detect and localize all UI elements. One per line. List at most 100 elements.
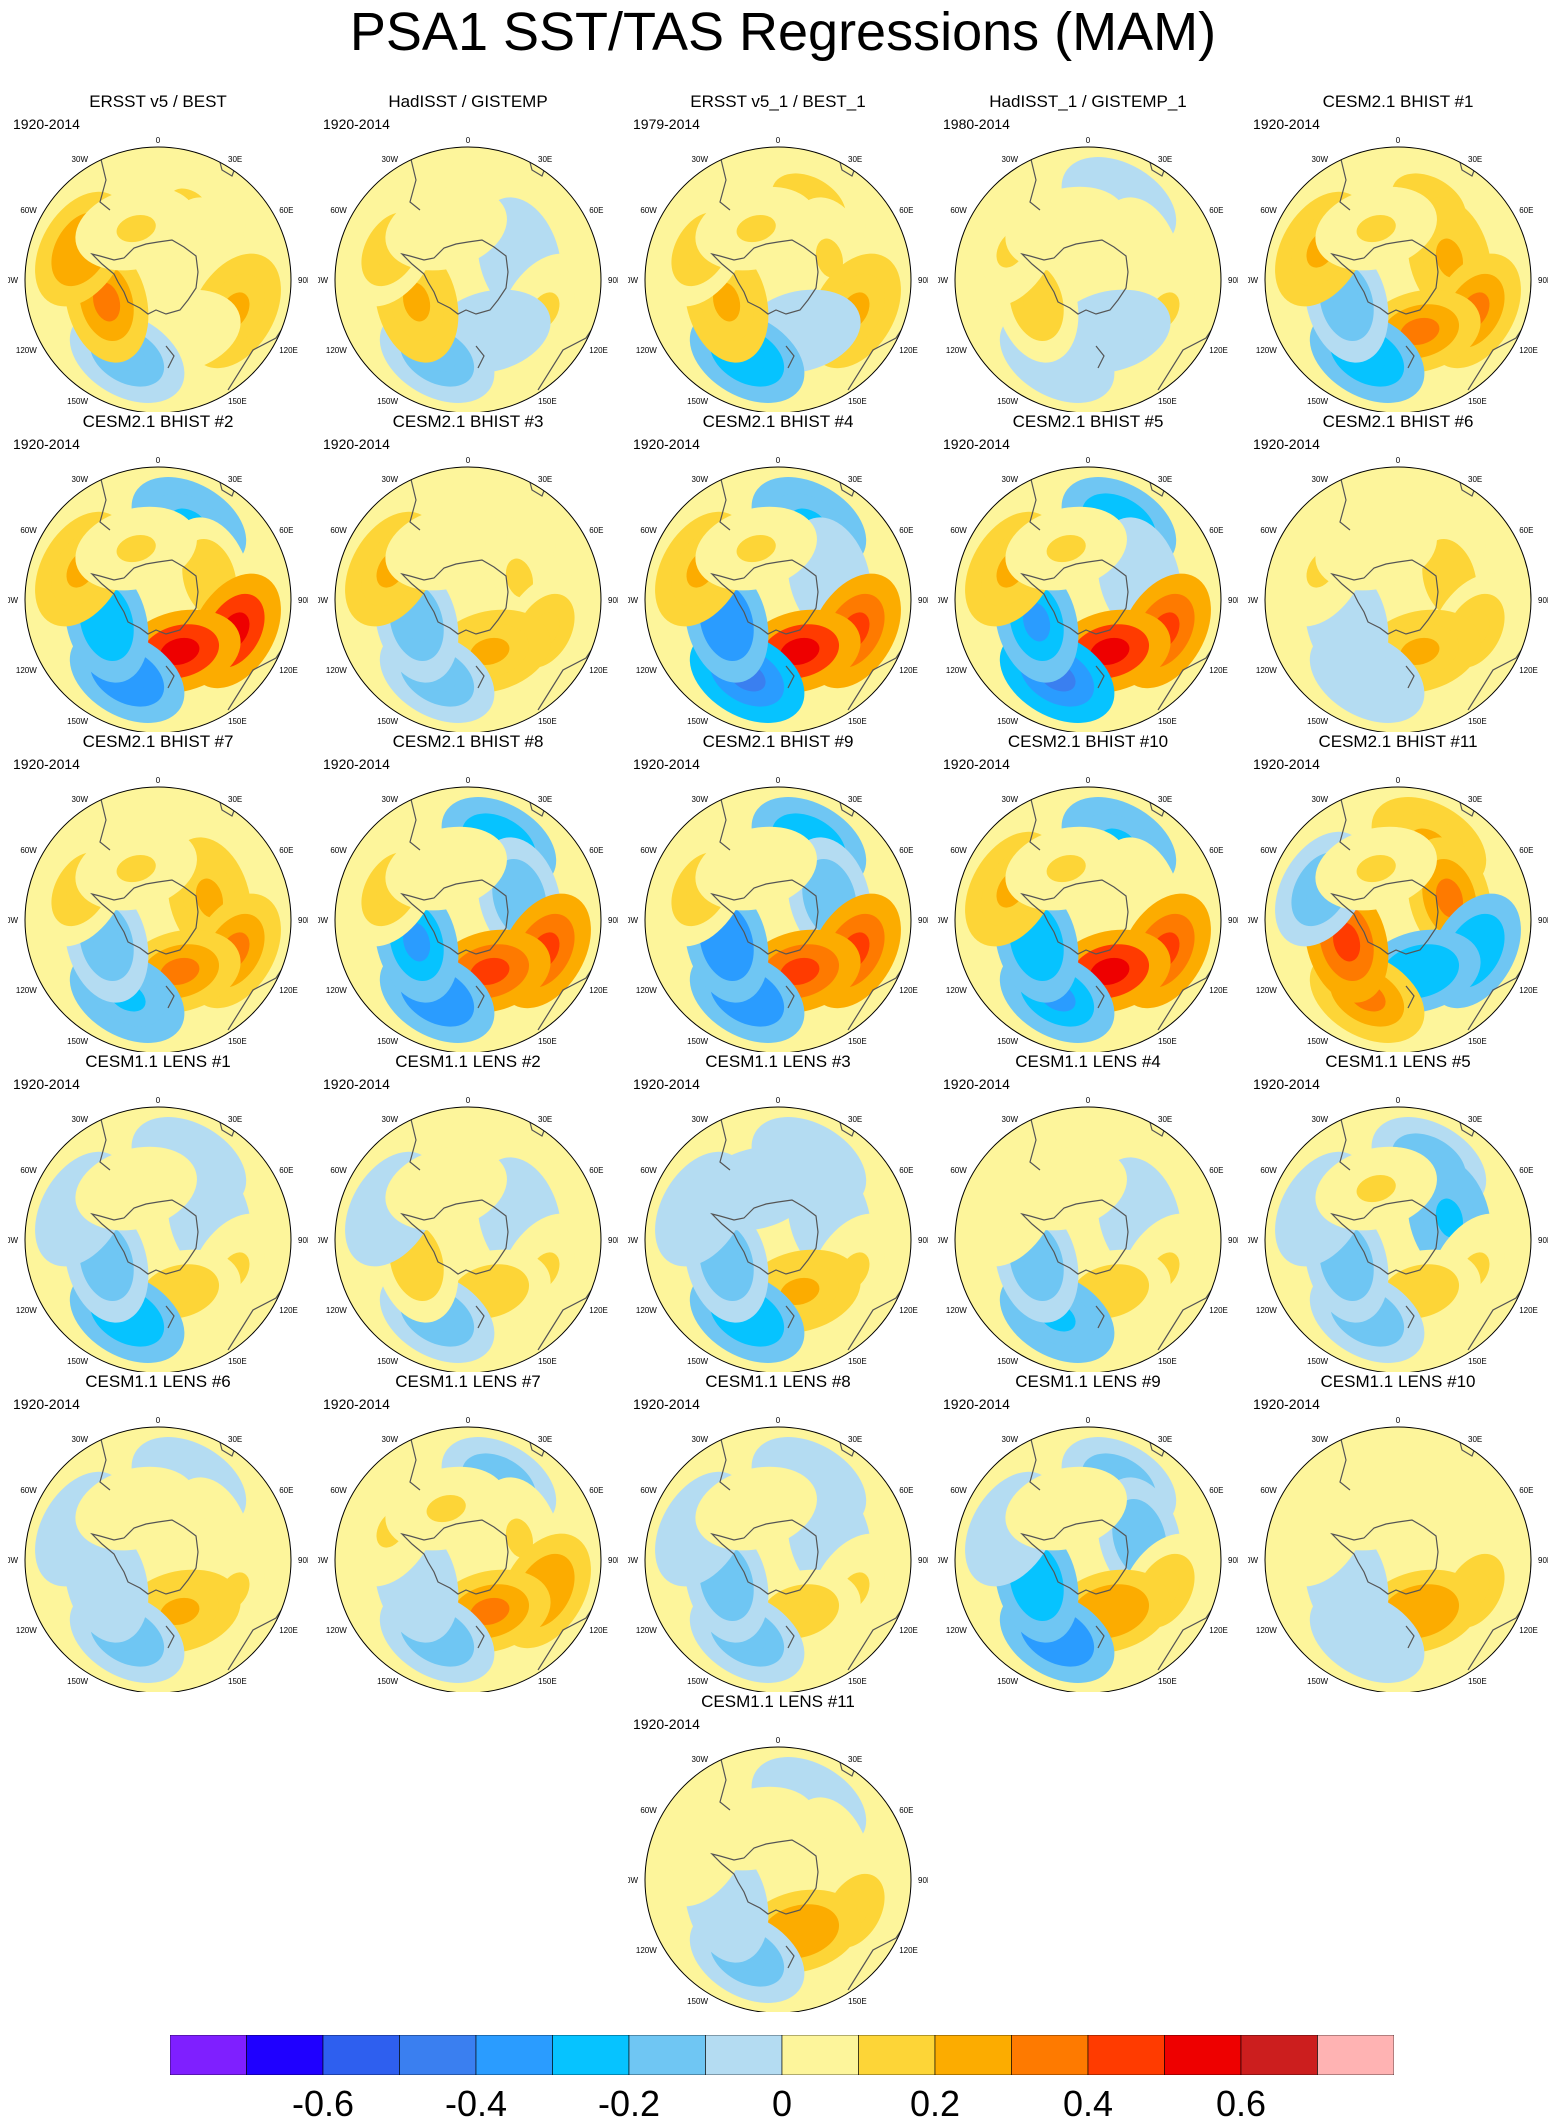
longitude-label: 0 bbox=[156, 456, 161, 465]
longitude-label: 120W bbox=[16, 1626, 37, 1635]
anomaly-core bbox=[736, 1814, 776, 1843]
anomaly-core bbox=[402, 1242, 431, 1282]
longitude-label: 30E bbox=[228, 795, 242, 804]
longitude-label: 150E bbox=[848, 1997, 867, 2006]
map-border bbox=[1264, 1106, 1532, 1372]
anomaly-core bbox=[505, 558, 534, 598]
longitude-label: 30W bbox=[382, 795, 399, 804]
longitude-label: 30W bbox=[382, 1435, 399, 1444]
map-border bbox=[644, 1106, 912, 1372]
panel-title: CESM2.1 BHIST #1 bbox=[1322, 92, 1474, 111]
polar-map: 030E60E90E120E150E180150W120W90W60W30W bbox=[8, 456, 308, 732]
longitude-label: 0 bbox=[776, 776, 781, 785]
longitude-label: 150W bbox=[1307, 717, 1328, 726]
anomaly-core bbox=[160, 317, 200, 346]
anomaly-core bbox=[712, 602, 741, 642]
longitude-label: 30E bbox=[1158, 475, 1172, 484]
anomaly-core bbox=[116, 1494, 156, 1523]
south-america-coastline bbox=[407, 1107, 421, 1171]
longitude-label: 0 bbox=[156, 1416, 161, 1425]
longitude-label: 90E bbox=[298, 596, 308, 605]
longitude-label: 60W bbox=[330, 1166, 347, 1175]
longitude-label: 120W bbox=[946, 1306, 967, 1315]
antarctica-coastline bbox=[1020, 239, 1129, 315]
colorbar-box bbox=[705, 2035, 783, 2075]
anomaly-core bbox=[736, 534, 776, 563]
polar-map: 030E60E90E120E150E180150W120W90W60W30W bbox=[1248, 136, 1548, 412]
longitude-label: 30W bbox=[72, 1115, 89, 1124]
anomaly-core bbox=[1125, 558, 1154, 598]
longitude-label: 150W bbox=[687, 717, 708, 726]
colorbar-box bbox=[399, 2035, 477, 2075]
polar-map: 030E60E90E120E150E180150W120W90W60W30W bbox=[8, 1096, 308, 1372]
longitude-label: 120E bbox=[589, 666, 608, 675]
new-zealand-coastline bbox=[785, 665, 795, 689]
longitude-label: 90E bbox=[608, 276, 618, 285]
longitude-label: 30W bbox=[692, 1435, 709, 1444]
longitude-label: 60E bbox=[1209, 1166, 1223, 1175]
panel-title: HadISST_1 / GISTEMP_1 bbox=[989, 92, 1187, 111]
longitude-label: 60E bbox=[899, 206, 913, 215]
anomaly-core bbox=[195, 878, 224, 918]
longitude-label: 90W bbox=[938, 596, 948, 605]
antarctica-coastline bbox=[90, 1199, 199, 1275]
longitude-label: 150E bbox=[228, 1677, 247, 1686]
longitude-label: 30E bbox=[1468, 1115, 1482, 1124]
longitude-label: 30E bbox=[1158, 1435, 1172, 1444]
longitude-label: 90E bbox=[608, 1236, 618, 1245]
anomaly-core bbox=[1125, 238, 1154, 278]
south-america-coastline bbox=[1337, 1427, 1351, 1491]
anomaly-core bbox=[780, 637, 820, 666]
polar-map: 030E60E90E120E150E180150W120W90W60W30W bbox=[628, 776, 928, 1052]
longitude-label: 0 bbox=[466, 776, 471, 785]
longitude-label: 150W bbox=[1307, 397, 1328, 406]
longitude-label: 60E bbox=[1519, 846, 1533, 855]
colorbar-box bbox=[246, 2035, 324, 2075]
longitude-label: 0 bbox=[1086, 136, 1091, 145]
longitude-label: 90E bbox=[1538, 276, 1548, 285]
panel-years: 1979-2014 bbox=[633, 116, 700, 132]
map-border bbox=[1264, 146, 1532, 412]
longitude-label: 30E bbox=[1468, 1435, 1482, 1444]
polar-map: 030E60E90E120E150E180150W120W90W60W30W bbox=[8, 776, 308, 1052]
longitude-label: 150E bbox=[848, 1037, 867, 1046]
south-america-coastline bbox=[97, 1427, 111, 1491]
new-zealand-coastline bbox=[1405, 985, 1415, 1009]
map-border bbox=[24, 146, 292, 412]
longitude-label: 60E bbox=[279, 846, 293, 855]
new-zealand-coastline bbox=[785, 985, 795, 1009]
longitude-label: 60W bbox=[950, 1486, 967, 1495]
map-border bbox=[1264, 466, 1532, 732]
colorbar-box bbox=[1011, 2035, 1089, 2075]
longitude-label: 60W bbox=[1260, 846, 1277, 855]
longitude-label: 30E bbox=[848, 155, 862, 164]
longitude-label: 90W bbox=[8, 1556, 18, 1565]
longitude-label: 150E bbox=[1158, 1037, 1177, 1046]
longitude-label: 150W bbox=[377, 1677, 398, 1686]
longitude-label: 30E bbox=[848, 475, 862, 484]
new-zealand-coastline bbox=[475, 345, 485, 369]
map-panel: 030E60E90E120E150E180150W120W90W60W30WCE… bbox=[938, 1372, 1238, 1692]
anomaly-core bbox=[1400, 637, 1440, 666]
longitude-label: 120E bbox=[279, 986, 298, 995]
anomaly-core bbox=[505, 878, 534, 918]
longitude-label: 120E bbox=[279, 1306, 298, 1315]
panel-years: 1920-2014 bbox=[1253, 1396, 1320, 1412]
longitude-label: 60E bbox=[1519, 1166, 1533, 1175]
longitude-label: 90W bbox=[318, 1236, 328, 1245]
panel-years: 1920-2014 bbox=[13, 116, 80, 132]
longitude-label: 150E bbox=[538, 1357, 557, 1366]
anomaly-core bbox=[426, 534, 466, 563]
antarctica-coastline bbox=[400, 1199, 509, 1275]
panel-years: 1920-2014 bbox=[633, 1396, 700, 1412]
longitude-label: 60E bbox=[899, 846, 913, 855]
longitude-label: 150W bbox=[67, 397, 88, 406]
longitude-label: 0 bbox=[776, 1096, 781, 1105]
anomaly-core bbox=[712, 1562, 741, 1602]
longitude-label: 0 bbox=[156, 136, 161, 145]
longitude-label: 90W bbox=[1248, 1236, 1258, 1245]
map-panel: 030E60E90E120E150E180150W120W90W60W30WCE… bbox=[318, 1372, 618, 1692]
panel-title: CESM2.1 BHIST #10 bbox=[1007, 732, 1169, 751]
anomaly-core bbox=[402, 602, 431, 642]
anomaly-core bbox=[1332, 282, 1361, 322]
